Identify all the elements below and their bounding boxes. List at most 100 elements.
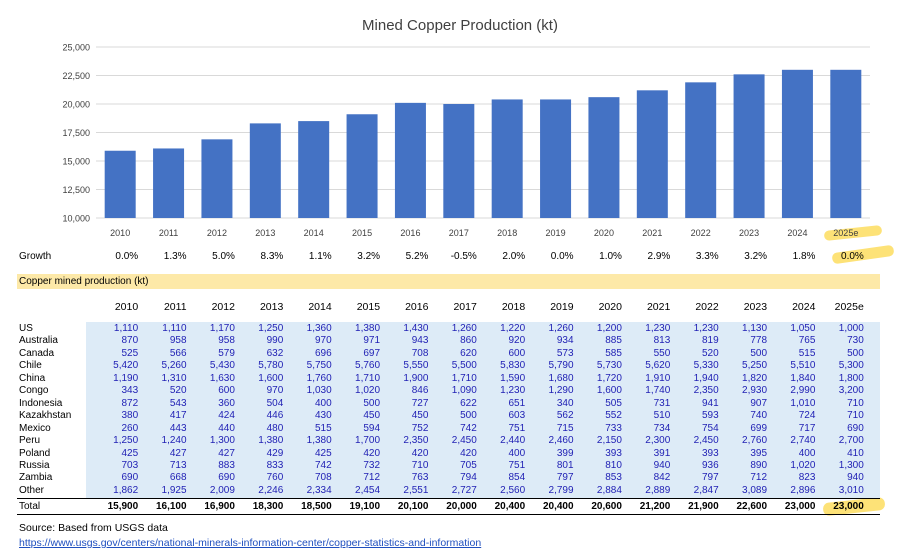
- table-cell: 1,190: [113, 372, 139, 384]
- table-cell: 400: [798, 447, 816, 459]
- x-tick-label: 2024: [787, 228, 807, 238]
- x-tick-label: 2021: [642, 228, 662, 238]
- table-cell: 2,884: [596, 484, 622, 496]
- growth-value: 0.0%: [841, 251, 864, 262]
- country-name: Canada: [19, 347, 55, 359]
- table-cell: 632: [266, 347, 284, 359]
- bar-2019: [540, 99, 572, 218]
- table-cell: 343: [121, 385, 139, 397]
- table-cell: 846: [411, 385, 429, 397]
- source-link[interactable]: https://www.usgs.gov/centers/national-mi…: [19, 537, 482, 549]
- table-cell: 1,030: [306, 385, 332, 397]
- table-cell: 715: [556, 422, 574, 434]
- table-row: Russia 703 713 883 833 742 732 710 705 751 801 810 9…: [0, 460, 900, 472]
- table-cell: 651: [508, 397, 526, 409]
- bar-2022: [685, 82, 717, 218]
- table-cell: 5,430: [209, 360, 235, 372]
- table-cell: 603: [508, 410, 526, 422]
- table-cell: 751: [508, 422, 526, 434]
- table-cell: 2,990: [790, 385, 816, 397]
- table-cell: 1,430: [403, 323, 429, 334]
- source-text: Source: Based from USGS data: [19, 522, 168, 534]
- growth-value: 1.0%: [599, 251, 622, 262]
- table-cell: 1,700: [355, 435, 381, 447]
- bar-2018: [491, 99, 523, 218]
- table-cell: 500: [847, 347, 864, 359]
- year-header: 2017: [453, 301, 477, 313]
- table-cell: 5,510: [790, 360, 816, 372]
- table-cell: 730: [847, 335, 864, 347]
- table-cell: 842: [653, 472, 671, 484]
- table-cell: 990: [266, 335, 284, 347]
- x-tick-label: 2018: [497, 228, 517, 238]
- table-cell: 504: [266, 397, 284, 409]
- table-cell: 1,820: [742, 372, 768, 384]
- table-cell: 543: [169, 397, 187, 409]
- table-cell: 450: [411, 410, 429, 422]
- total-cell: 23,000: [833, 501, 864, 512]
- growth-value: 0.0%: [115, 251, 139, 262]
- table-cell: 724: [798, 410, 816, 422]
- table-row: Peru 1,250 1,240 1,300 1,380 1,380 1,700 2,350 2…: [0, 435, 900, 447]
- table-cell: 1,260: [548, 323, 574, 334]
- total-cell: 21,200: [639, 501, 671, 512]
- table-cell: 515: [315, 422, 332, 434]
- table-cell: 813: [653, 335, 671, 347]
- growth-value: 2.0%: [502, 251, 526, 262]
- table-cell: 1,380: [258, 435, 284, 447]
- table-cell: 5,830: [500, 360, 526, 372]
- table-cell: 340: [556, 397, 574, 409]
- table-cell: 810: [605, 459, 622, 471]
- table-row: Poland 425 427 427 429 425 420 420 420 400 399 393 3…: [0, 448, 900, 460]
- table-cell: 710: [847, 410, 864, 422]
- total-cell: 21,900: [688, 501, 719, 512]
- table-cell: 3,089: [742, 484, 768, 496]
- total-cell: 18,500: [301, 501, 332, 512]
- table-cell: 2,440: [500, 435, 526, 447]
- table-cell: 1,380: [355, 323, 381, 334]
- x-tick-label: 2022: [691, 228, 711, 238]
- table-cell: 525: [121, 347, 139, 359]
- table-cell: 1,710: [355, 372, 381, 384]
- total-cell: 23,000: [784, 501, 816, 512]
- x-tick-label: 2019: [546, 228, 566, 238]
- growth-value: 0.0%: [550, 251, 574, 262]
- table-cell: 1,300: [838, 459, 864, 471]
- country-name: Other: [19, 484, 45, 496]
- table-cell: 5,500: [451, 360, 477, 372]
- table-cell: 420: [363, 447, 381, 459]
- table-cell: 1,290: [548, 385, 574, 397]
- y-tick-label: 10,000: [62, 214, 90, 224]
- table-cell: 1,760: [306, 372, 332, 384]
- table-cell: 1,300: [209, 435, 235, 447]
- table-cell: 1,940: [693, 372, 719, 384]
- growth-label: Growth: [19, 251, 52, 262]
- table-cell: 2,450: [451, 435, 477, 447]
- table-cell: 552: [605, 410, 622, 422]
- table-cell: 450: [363, 410, 381, 422]
- total-label: Total: [19, 501, 41, 512]
- country-name: Indonesia: [19, 397, 63, 409]
- table-cell: 417: [169, 410, 187, 422]
- table-cell: 2,334: [306, 484, 332, 496]
- table-cell: 5,730: [596, 360, 622, 372]
- table-cell: 391: [653, 447, 671, 459]
- growth-value: 1.3%: [163, 251, 187, 262]
- country-name: Australia: [19, 335, 58, 347]
- table-cell: 2,889: [645, 484, 671, 496]
- x-tick-label: 2023: [739, 228, 759, 238]
- country-name: Congo: [19, 385, 49, 397]
- table-cell: 732: [363, 459, 381, 471]
- table-cell: 420: [460, 447, 477, 459]
- bar-2016: [394, 102, 426, 218]
- table-cell: 573: [556, 347, 574, 359]
- table-cell: 1,220: [500, 323, 526, 334]
- bar-2015: [346, 114, 378, 218]
- bar-2021: [636, 90, 668, 218]
- table-cell: 731: [653, 397, 671, 409]
- table-cell: 1,840: [790, 372, 816, 384]
- bar-2012: [201, 139, 233, 218]
- table-cell: 515: [798, 347, 816, 359]
- country-name: Poland: [19, 447, 51, 459]
- bar-2011: [153, 148, 185, 218]
